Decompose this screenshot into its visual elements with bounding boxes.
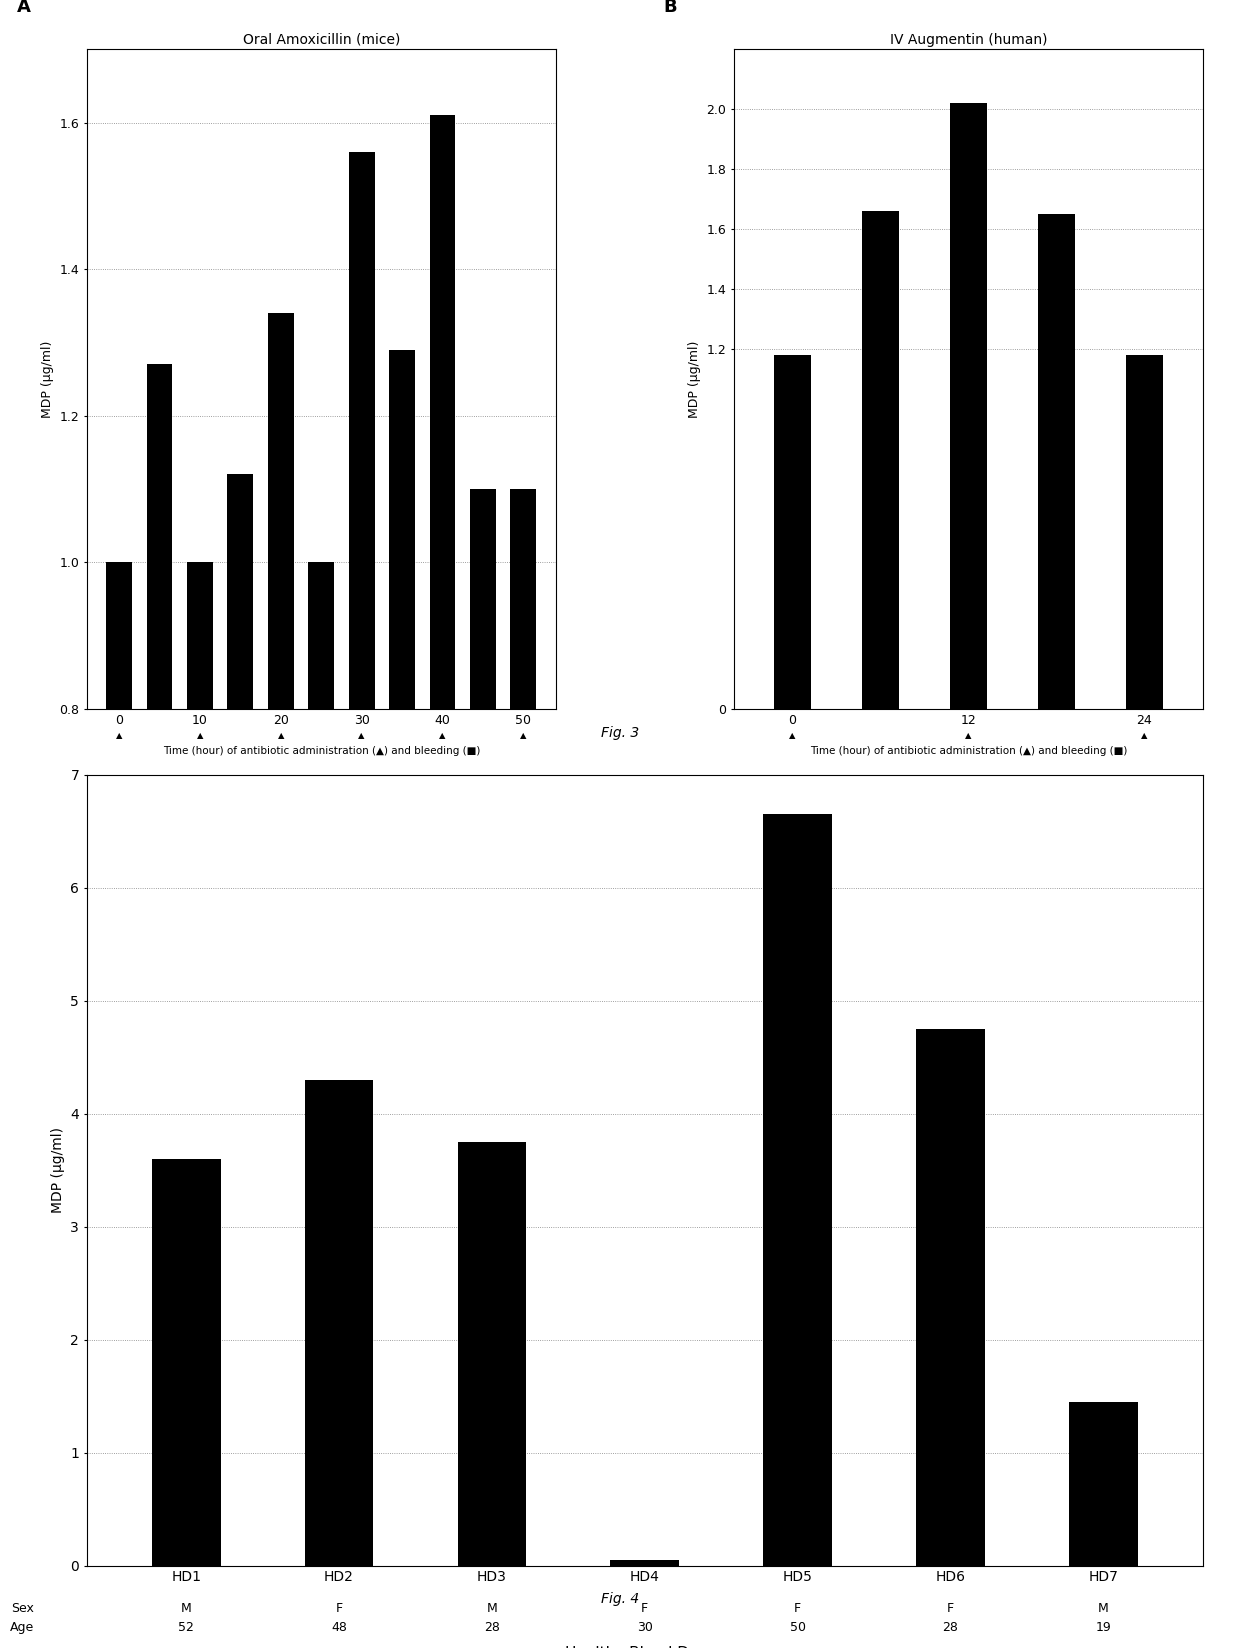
Bar — [305, 1079, 373, 1566]
Bar — [309, 562, 335, 1295]
Bar — [610, 1561, 680, 1566]
Y-axis label: MDP (µg/ml): MDP (µg/ml) — [41, 341, 53, 417]
Text: Healthy Blood Donor: Healthy Blood Donor — [565, 1646, 724, 1648]
Bar — [458, 1142, 526, 1566]
Bar — [227, 475, 253, 1295]
Bar — [429, 115, 455, 1295]
Text: ▲: ▲ — [1141, 730, 1147, 740]
Bar — [1126, 354, 1163, 709]
Text: Sex: Sex — [11, 1602, 33, 1615]
Bar — [774, 354, 811, 709]
Text: ▲: ▲ — [115, 730, 123, 740]
Text: ▲: ▲ — [520, 730, 527, 740]
Text: M: M — [486, 1602, 497, 1615]
Bar — [950, 104, 987, 709]
Bar — [107, 562, 133, 1295]
Bar — [268, 313, 294, 1295]
Text: 19: 19 — [1096, 1622, 1111, 1635]
Text: B: B — [663, 0, 677, 16]
Title: IV Augmentin (human): IV Augmentin (human) — [889, 33, 1047, 46]
Text: F: F — [947, 1602, 954, 1615]
Text: F: F — [336, 1602, 342, 1615]
Bar — [187, 562, 213, 1295]
Text: 48: 48 — [331, 1622, 347, 1635]
Text: 28: 28 — [484, 1622, 500, 1635]
Bar — [511, 489, 537, 1295]
Bar — [389, 349, 415, 1295]
Text: 52: 52 — [179, 1622, 195, 1635]
Bar — [348, 152, 374, 1295]
Bar — [764, 814, 832, 1566]
Text: 50: 50 — [790, 1622, 806, 1635]
X-axis label: Time (hour) of antibiotic administration (▲) and bleeding (■): Time (hour) of antibiotic administration… — [810, 747, 1127, 756]
X-axis label: Time (hour) of antibiotic administration (▲) and bleeding (■): Time (hour) of antibiotic administration… — [162, 747, 480, 756]
Text: 28: 28 — [942, 1622, 959, 1635]
Bar — [916, 1028, 985, 1566]
Text: Age: Age — [10, 1622, 33, 1635]
Text: Fig. 4: Fig. 4 — [601, 1592, 639, 1605]
Bar — [862, 211, 899, 709]
Text: F: F — [794, 1602, 801, 1615]
Bar — [151, 1159, 221, 1566]
Text: ▲: ▲ — [439, 730, 445, 740]
Text: M: M — [181, 1602, 191, 1615]
Text: A: A — [16, 0, 30, 16]
Text: F: F — [641, 1602, 649, 1615]
Text: 30: 30 — [637, 1622, 652, 1635]
Text: M: M — [1099, 1602, 1109, 1615]
Bar — [470, 489, 496, 1295]
Text: ▲: ▲ — [789, 730, 796, 740]
Bar — [146, 364, 172, 1295]
Text: ▲: ▲ — [197, 730, 203, 740]
Text: ▲: ▲ — [965, 730, 972, 740]
Text: ▲: ▲ — [278, 730, 284, 740]
Text: Fig. 3: Fig. 3 — [601, 727, 639, 740]
Bar — [1038, 214, 1075, 709]
Text: ▲: ▲ — [358, 730, 365, 740]
Title: Oral Amoxicillin (mice): Oral Amoxicillin (mice) — [243, 33, 401, 46]
Bar — [1069, 1402, 1138, 1566]
Y-axis label: MDP (µg/ml): MDP (µg/ml) — [51, 1127, 64, 1213]
Y-axis label: MDP (µg/ml): MDP (µg/ml) — [688, 341, 701, 417]
